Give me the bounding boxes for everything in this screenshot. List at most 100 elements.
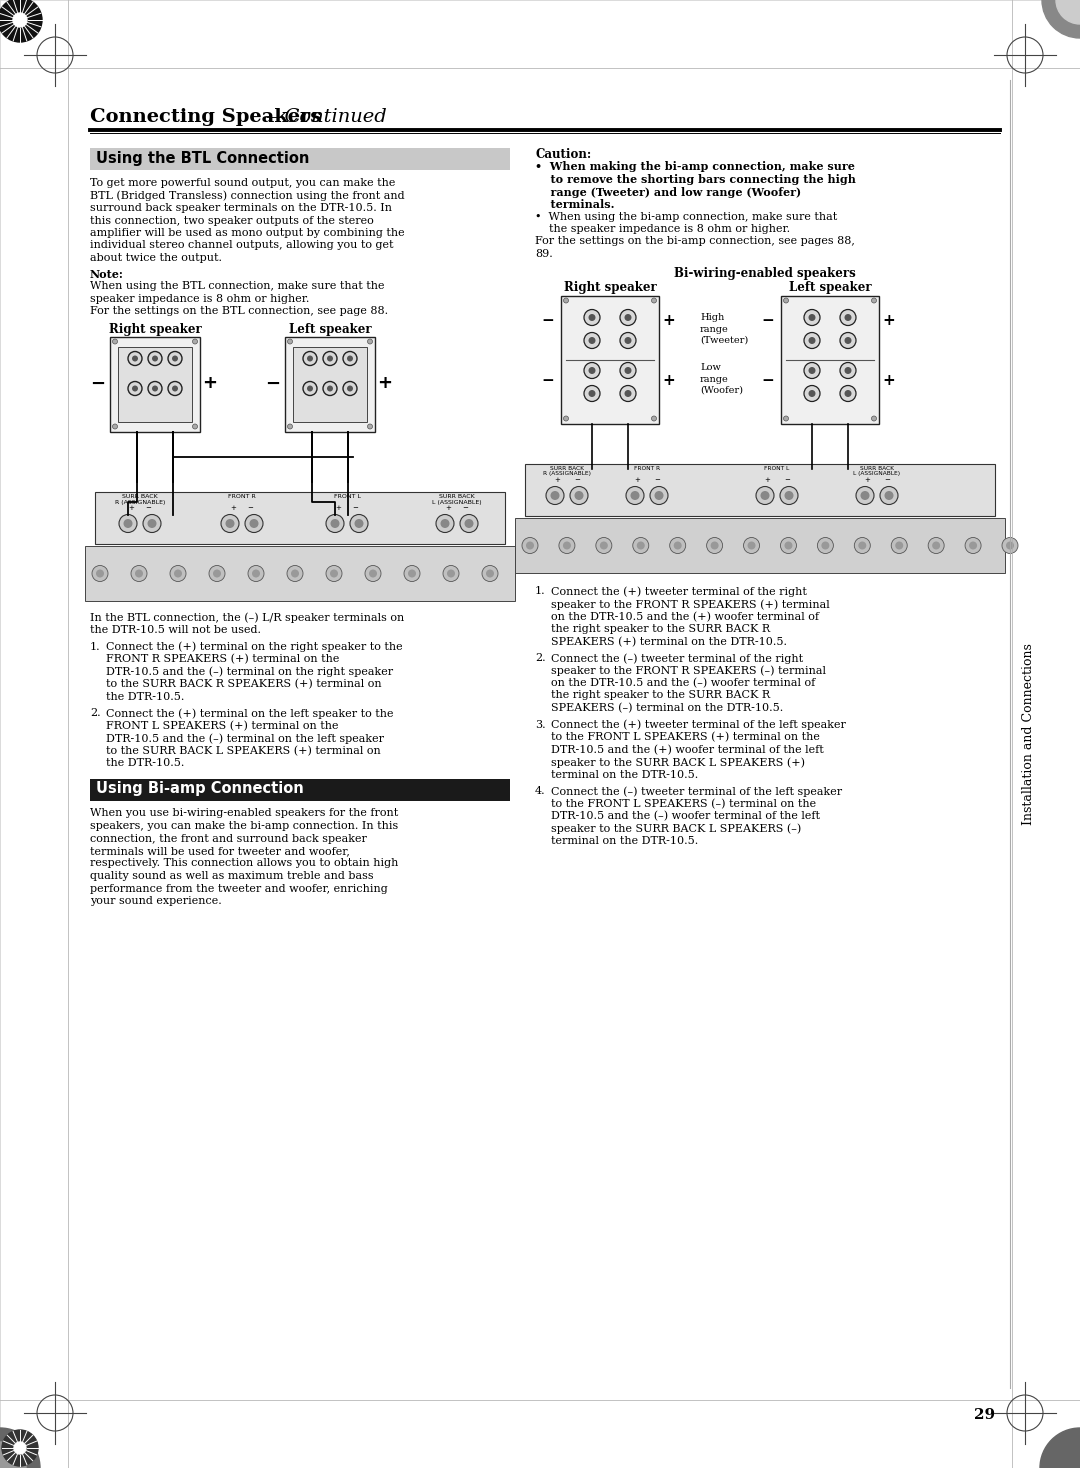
Text: SURR BACK
R (ASSIGNABLE): SURR BACK R (ASSIGNABLE) [114,495,165,505]
Text: +: + [764,477,770,483]
Circle shape [287,424,293,429]
Text: your sound experience.: your sound experience. [90,895,221,906]
Circle shape [1002,537,1018,553]
Circle shape [651,415,657,421]
Text: to the SURR BACK R SPEAKERS (+) terminal on: to the SURR BACK R SPEAKERS (+) terminal… [106,680,381,690]
Circle shape [743,537,759,553]
Text: +: + [663,373,675,388]
Text: DTR-10.5 and the (–) terminal on the right speaker: DTR-10.5 and the (–) terminal on the rig… [106,666,393,677]
Text: For the settings on the BTL connection, see page 88.: For the settings on the BTL connection, … [90,305,388,316]
Bar [781,295,879,423]
Text: speaker impedance is 8 ohm or higher.: speaker impedance is 8 ohm or higher. [90,294,309,304]
Circle shape [192,424,198,429]
Circle shape [620,386,636,402]
Circle shape [443,565,459,581]
Text: +: + [882,313,895,327]
Circle shape [135,570,143,577]
Bar [1010,68,1080,1400]
Circle shape [804,332,820,348]
Circle shape [654,490,663,501]
Circle shape [840,310,856,326]
Circle shape [119,514,137,533]
Circle shape [522,537,538,553]
Text: −: − [91,374,106,392]
Circle shape [354,520,364,528]
Circle shape [447,570,455,577]
Bar [561,295,659,423]
Circle shape [112,424,118,429]
Text: −: − [575,477,580,483]
Circle shape [559,537,575,553]
Text: speaker to the FRONT R SPEAKERS (+) terminal: speaker to the FRONT R SPEAKERS (+) term… [551,599,829,609]
Circle shape [564,298,568,302]
Circle shape [2,1430,38,1467]
Text: −: − [462,505,468,511]
Text: Right speaker: Right speaker [564,282,657,295]
Circle shape [840,386,856,402]
Text: the DTR-10.5.: the DTR-10.5. [106,757,185,768]
Text: Low
range
(Woofer): Low range (Woofer) [700,364,743,395]
Text: quality sound as well as maximum treble and bass: quality sound as well as maximum treble … [90,871,374,881]
Text: Connect the (+) terminal on the left speaker to the: Connect the (+) terminal on the left spe… [106,708,393,718]
Circle shape [966,537,981,553]
Circle shape [780,486,798,505]
Circle shape [323,382,337,395]
Text: FRONT L SPEAKERS (+) terminal on the: FRONT L SPEAKERS (+) terminal on the [106,721,338,731]
Text: speaker to the FRONT R SPEAKERS (–) terminal: speaker to the FRONT R SPEAKERS (–) term… [551,665,826,677]
Text: •  When using the bi-amp connection, make sure that: • When using the bi-amp connection, make… [535,211,837,222]
Circle shape [0,0,42,43]
Text: Connect the (–) tweeter terminal of the right: Connect the (–) tweeter terminal of the … [551,653,804,664]
Text: −: − [352,505,357,511]
Circle shape [969,542,977,549]
Circle shape [784,490,794,501]
Circle shape [213,570,221,577]
Text: +: + [663,313,675,327]
Circle shape [880,486,897,505]
Circle shape [845,367,851,374]
Circle shape [1042,0,1080,38]
Circle shape [192,339,198,344]
Circle shape [14,1442,26,1453]
Circle shape [783,415,788,421]
Text: —Continued: —Continued [265,109,387,126]
Bar [90,778,510,800]
Circle shape [626,486,644,505]
Text: speaker to the SURR BACK L SPEAKERS (–): speaker to the SURR BACK L SPEAKERS (–) [551,824,801,834]
Circle shape [584,386,600,402]
Circle shape [1005,542,1014,549]
Text: terminals.: terminals. [535,200,615,210]
Text: When using the BTL connection, make sure that the: When using the BTL connection, make sure… [90,280,384,291]
Circle shape [928,537,944,553]
Circle shape [650,486,669,505]
Circle shape [891,537,907,553]
Text: the right speaker to the SURR BACK R: the right speaker to the SURR BACK R [551,624,770,634]
Circle shape [840,363,856,379]
Text: Installation and Connections: Installation and Connections [1022,643,1035,825]
Circle shape [367,339,373,344]
Circle shape [589,314,595,321]
Text: Connect the (+) terminal on the right speaker to the: Connect the (+) terminal on the right sp… [106,642,403,652]
Text: +: + [864,477,869,483]
Circle shape [404,565,420,581]
Circle shape [210,565,225,581]
Text: −: − [654,477,660,483]
Bar [110,336,200,432]
Circle shape [287,565,303,581]
Text: the right speaker to the SURR BACK R: the right speaker to the SURR BACK R [551,690,770,700]
Text: FRONT R: FRONT R [634,465,660,471]
Circle shape [589,390,595,396]
Text: •  When making the bi-amp connection, make sure: • When making the bi-amp connection, mak… [535,161,855,173]
Circle shape [460,514,478,533]
Text: FRONT R: FRONT R [228,495,256,499]
Circle shape [563,542,571,549]
Text: to remove the shorting bars connecting the high: to remove the shorting bars connecting t… [535,175,855,185]
Circle shape [307,386,313,392]
Bar [285,336,375,432]
Circle shape [367,424,373,429]
Text: terminal on the DTR-10.5.: terminal on the DTR-10.5. [551,769,699,780]
Text: +: + [554,477,559,483]
Bar [293,346,367,421]
Circle shape [596,537,612,553]
Circle shape [872,415,877,421]
Text: SPEAKERS (–) terminal on the DTR-10.5.: SPEAKERS (–) terminal on the DTR-10.5. [551,703,783,713]
